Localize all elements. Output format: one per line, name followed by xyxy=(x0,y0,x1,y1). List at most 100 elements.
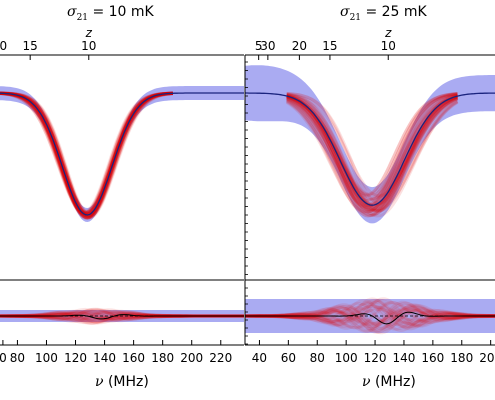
residual-sample xyxy=(245,300,495,334)
posterior-sample xyxy=(0,91,173,218)
posterior-sample xyxy=(0,91,173,215)
posterior-sample xyxy=(286,95,458,213)
posterior-sample xyxy=(286,92,458,214)
posterior-sample xyxy=(0,91,173,215)
residual-sample xyxy=(245,306,495,329)
posterior-band xyxy=(0,86,244,222)
posterior-sample xyxy=(0,91,173,216)
residual-sample xyxy=(245,303,495,331)
x-tick-label: 100 xyxy=(335,351,358,365)
x-tick-label: 200 xyxy=(180,351,203,365)
plot-area xyxy=(245,65,495,335)
top-axis-label: z xyxy=(384,26,392,40)
x-tick-label: 160 xyxy=(122,351,145,365)
posterior-sample xyxy=(0,91,173,216)
posterior-sample xyxy=(286,95,459,211)
posterior-sample xyxy=(0,91,173,220)
model-line xyxy=(0,92,244,216)
chart-panel-1: 080 100 120 140 160 180 200 220 20 15 10z xyxy=(0,26,244,365)
z-tick-label: 10 xyxy=(381,39,396,53)
title-subscript: 21 xyxy=(76,12,89,23)
posterior-sample xyxy=(0,91,173,220)
z-tick-label: 15 xyxy=(23,39,38,53)
posterior-sample xyxy=(286,95,458,212)
posterior-sample xyxy=(286,95,459,216)
posterior-sample xyxy=(286,92,458,211)
posterior-sample xyxy=(0,91,173,220)
residual-sample xyxy=(245,302,495,329)
residual-sample xyxy=(245,303,495,335)
posterior-sample xyxy=(0,91,173,216)
x-axis-label-right: ν (MHz) xyxy=(362,374,416,390)
title-value: = 10 mK xyxy=(92,4,154,20)
residual-mean-line xyxy=(245,311,495,325)
title-subscript: 21 xyxy=(349,12,362,23)
chart-panel-2: 40 60 80 100 120 140 160 180 200 530 20 15 10z xyxy=(244,26,495,365)
x-tick-label: 200 xyxy=(479,351,495,365)
posterior-sample xyxy=(286,93,458,198)
residual-sample xyxy=(245,297,495,331)
residual-sample xyxy=(245,299,495,329)
posterior-sample xyxy=(286,92,458,201)
x-tick-label: 80 xyxy=(310,351,325,365)
posterior-sample xyxy=(0,91,173,215)
x-tick-label: 140 xyxy=(393,351,416,365)
posterior-sample xyxy=(0,91,173,219)
top-axis-label: z xyxy=(85,26,93,40)
posterior-sample xyxy=(0,91,173,214)
posterior-sample xyxy=(0,91,173,218)
posterior-sample xyxy=(0,91,173,214)
posterior-sample xyxy=(286,92,458,196)
xlabel-symbol: ν xyxy=(362,374,371,390)
posterior-sample xyxy=(286,92,458,208)
posterior-sample xyxy=(286,97,459,209)
x-tick-label: 220 xyxy=(209,351,232,365)
x-tick-label: 180 xyxy=(450,351,473,365)
posterior-sample xyxy=(286,93,458,218)
posterior-sample xyxy=(0,91,173,216)
residual-sample xyxy=(245,304,495,333)
posterior-sample xyxy=(0,91,173,220)
posterior-sample xyxy=(0,91,173,216)
title-value: = 25 mK xyxy=(365,4,427,20)
posterior-sample xyxy=(0,91,173,218)
x-tick-label: 40 xyxy=(252,351,267,365)
residual-sample xyxy=(245,298,495,328)
model-line xyxy=(245,92,495,206)
panel-title-left: σ21 = 10 mK xyxy=(67,4,154,23)
posterior-sample xyxy=(285,95,458,218)
posterior-sample xyxy=(0,91,173,218)
posterior-sample xyxy=(0,91,173,217)
posterior-sample xyxy=(286,97,459,217)
x-tick-label: 0 xyxy=(0,351,7,365)
posterior-sample xyxy=(285,95,458,207)
posterior-sample xyxy=(286,94,458,203)
x-axis-label-left: ν (MHz) xyxy=(95,374,149,390)
posterior-sample xyxy=(0,91,173,216)
z-tick-label: 15 xyxy=(322,39,337,53)
posterior-sample xyxy=(0,91,173,215)
posterior-sample xyxy=(286,96,459,212)
posterior-sample xyxy=(0,91,173,215)
residual-sample xyxy=(245,308,495,326)
x-tick-label: 100 xyxy=(35,351,58,365)
posterior-sample xyxy=(0,91,173,220)
residual-sample xyxy=(245,298,495,333)
posterior-sample xyxy=(0,91,173,219)
posterior-sample xyxy=(0,91,173,220)
panel-title-right: σ21 = 25 mK xyxy=(340,4,427,23)
xlabel-unit: (MHz) xyxy=(107,374,149,390)
x-tick-label: 180 xyxy=(151,351,174,365)
residual-sample xyxy=(245,307,495,327)
posterior-sample xyxy=(0,91,173,217)
posterior-sample xyxy=(285,95,458,214)
residual-sample xyxy=(245,302,495,331)
residual-sample xyxy=(245,301,495,333)
z-tick-label: 10 xyxy=(81,39,96,53)
title-symbol: σ xyxy=(340,4,350,20)
posterior-sample xyxy=(286,95,459,218)
residual-mean-line xyxy=(0,314,244,320)
z-tick-label: 30 xyxy=(260,39,275,53)
posterior-sample xyxy=(0,91,173,219)
